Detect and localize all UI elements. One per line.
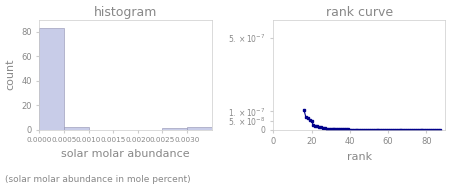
X-axis label: solar molar abundance: solar molar abundance bbox=[61, 149, 190, 159]
Title: histogram: histogram bbox=[94, 6, 157, 19]
Bar bbox=[162, 128, 187, 130]
Bar bbox=[187, 127, 212, 130]
Bar bbox=[64, 127, 88, 130]
Title: rank curve: rank curve bbox=[326, 6, 393, 19]
Text: (solar molar abundance in mole percent): (solar molar abundance in mole percent) bbox=[5, 175, 190, 184]
X-axis label: rank: rank bbox=[347, 152, 372, 162]
Y-axis label: count: count bbox=[5, 59, 15, 91]
Bar bbox=[39, 28, 64, 130]
